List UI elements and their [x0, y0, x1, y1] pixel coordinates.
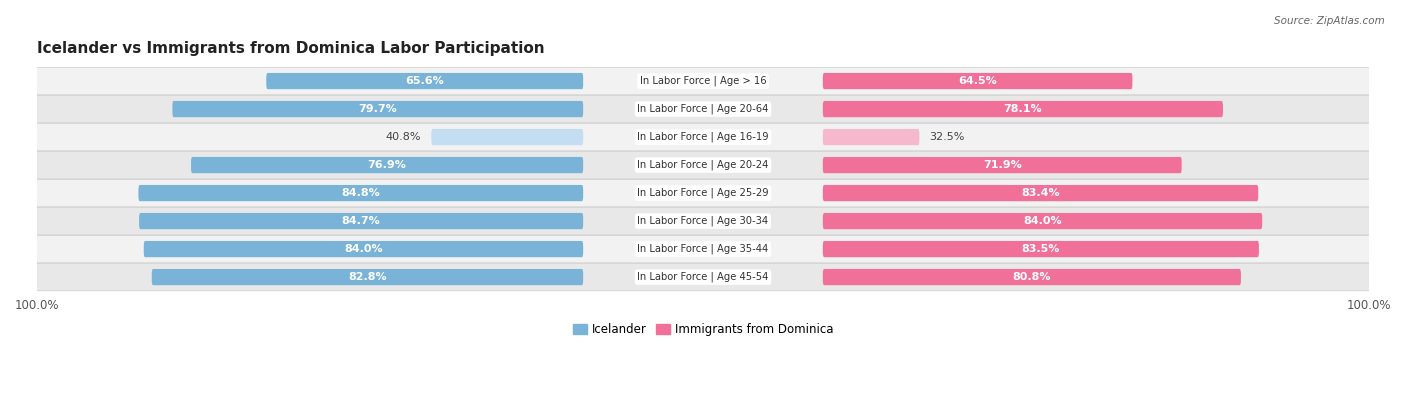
FancyBboxPatch shape: [823, 241, 1258, 257]
FancyBboxPatch shape: [31, 235, 1375, 263]
FancyBboxPatch shape: [823, 185, 1258, 201]
FancyBboxPatch shape: [152, 269, 583, 285]
Text: 65.6%: 65.6%: [405, 76, 444, 86]
FancyBboxPatch shape: [143, 241, 583, 257]
Text: In Labor Force | Age 25-29: In Labor Force | Age 25-29: [637, 188, 769, 198]
FancyBboxPatch shape: [173, 101, 583, 117]
FancyBboxPatch shape: [31, 123, 1375, 151]
FancyBboxPatch shape: [31, 67, 1375, 95]
FancyBboxPatch shape: [191, 157, 583, 173]
Text: 76.9%: 76.9%: [367, 160, 406, 170]
FancyBboxPatch shape: [823, 129, 920, 145]
Text: Source: ZipAtlas.com: Source: ZipAtlas.com: [1274, 16, 1385, 26]
FancyBboxPatch shape: [139, 213, 583, 229]
Text: 84.8%: 84.8%: [342, 188, 380, 198]
Text: 71.9%: 71.9%: [983, 160, 1022, 170]
FancyBboxPatch shape: [823, 269, 1241, 285]
FancyBboxPatch shape: [432, 129, 583, 145]
Text: In Labor Force | Age 16-19: In Labor Force | Age 16-19: [637, 132, 769, 142]
Text: In Labor Force | Age 45-54: In Labor Force | Age 45-54: [637, 272, 769, 282]
Text: 84.0%: 84.0%: [1024, 216, 1062, 226]
Legend: Icelander, Immigrants from Dominica: Icelander, Immigrants from Dominica: [568, 318, 838, 340]
FancyBboxPatch shape: [823, 101, 1223, 117]
Text: 80.8%: 80.8%: [1012, 272, 1052, 282]
Text: In Labor Force | Age 20-24: In Labor Force | Age 20-24: [637, 160, 769, 170]
Text: 84.7%: 84.7%: [342, 216, 381, 226]
Text: In Labor Force | Age > 16: In Labor Force | Age > 16: [640, 76, 766, 87]
FancyBboxPatch shape: [31, 179, 1375, 207]
FancyBboxPatch shape: [31, 207, 1375, 235]
FancyBboxPatch shape: [31, 151, 1375, 179]
Text: In Labor Force | Age 35-44: In Labor Force | Age 35-44: [637, 244, 769, 254]
Text: 83.5%: 83.5%: [1022, 244, 1060, 254]
Text: 84.0%: 84.0%: [344, 244, 382, 254]
FancyBboxPatch shape: [823, 157, 1181, 173]
Text: 83.4%: 83.4%: [1021, 188, 1060, 198]
FancyBboxPatch shape: [266, 73, 583, 89]
Text: In Labor Force | Age 30-34: In Labor Force | Age 30-34: [637, 216, 769, 226]
Text: 40.8%: 40.8%: [385, 132, 422, 142]
Text: Icelander vs Immigrants from Dominica Labor Participation: Icelander vs Immigrants from Dominica La…: [37, 41, 546, 56]
Text: 64.5%: 64.5%: [959, 76, 997, 86]
FancyBboxPatch shape: [138, 185, 583, 201]
Text: 32.5%: 32.5%: [929, 132, 965, 142]
Text: 82.8%: 82.8%: [349, 272, 387, 282]
FancyBboxPatch shape: [823, 213, 1263, 229]
FancyBboxPatch shape: [823, 73, 1132, 89]
Text: In Labor Force | Age 20-64: In Labor Force | Age 20-64: [637, 104, 769, 114]
FancyBboxPatch shape: [31, 263, 1375, 291]
Text: 78.1%: 78.1%: [1004, 104, 1042, 114]
Text: 79.7%: 79.7%: [359, 104, 396, 114]
FancyBboxPatch shape: [31, 95, 1375, 123]
